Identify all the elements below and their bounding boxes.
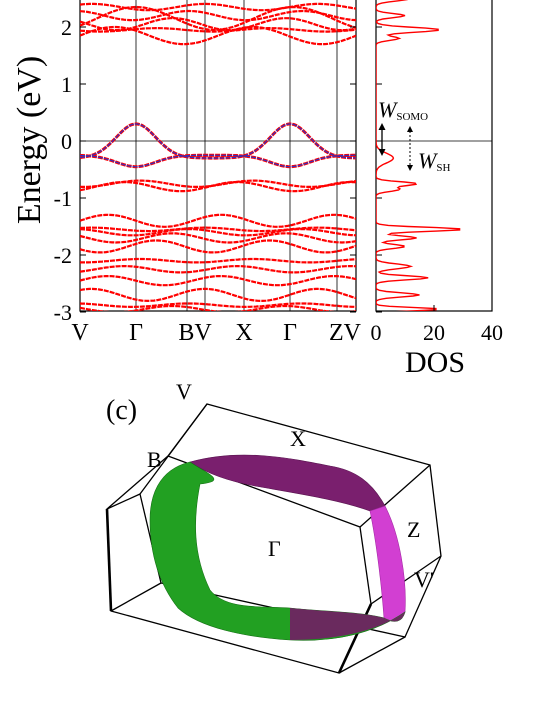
band-line — [80, 275, 356, 287]
band-line — [80, 239, 356, 254]
band-line — [80, 154, 356, 168]
band-line — [80, 180, 356, 193]
k-point-label: Γ — [283, 320, 297, 346]
band-line — [80, 304, 356, 311]
band-line — [80, 265, 356, 274]
k-point-label: BV — [178, 320, 212, 346]
k-point-label: X — [235, 320, 252, 346]
energy-tick-label: 0 — [61, 129, 72, 154]
band-lines — [80, 2, 356, 311]
band-line — [80, 257, 356, 264]
label-z: Z — [407, 517, 420, 542]
fermi-surface-panel: (c) V X B Γ Z — [105, 379, 442, 674]
fermi-surface-ring — [149, 454, 406, 641]
energy-tick-label: -2 — [54, 243, 72, 268]
dos-axis-ticks: 0 20 40 — [371, 305, 503, 345]
k-point-label: ZV — [329, 320, 362, 346]
fermi-surface-dark-bottom — [290, 608, 405, 640]
band-line — [80, 5, 356, 31]
w-sh-arrow — [407, 126, 413, 171]
energy-axis-label: Energy (eV) — [11, 56, 48, 224]
panel-label-c: (c) — [106, 395, 137, 426]
k-point-labels: V Γ BV X Γ ZV — [71, 320, 361, 346]
label-b: B — [147, 447, 162, 472]
dos-axis-label: DOS — [405, 346, 465, 379]
fermi-surface-purple-top — [189, 454, 386, 512]
band-line — [80, 302, 356, 308]
energy-tick-label: 1 — [61, 72, 72, 97]
dos-tick-label: 40 — [481, 320, 503, 345]
dos-tick-label: 20 — [423, 320, 445, 345]
label-gamma: Γ — [268, 536, 281, 561]
band-line — [80, 25, 356, 46]
band-structure-panel: 2 1 0 -1 -2 -3 Energy (eV) V Γ BV X Γ ZV — [11, 0, 382, 346]
energy-tick-label: -1 — [54, 186, 72, 211]
k-point-label: V — [71, 320, 89, 346]
w-somo-arrow — [378, 123, 386, 156]
band-line — [80, 226, 356, 233]
band-line — [80, 123, 356, 159]
dos-curve — [376, 0, 461, 311]
w-somo-label: WSOMO — [378, 97, 428, 123]
band-line — [80, 9, 356, 22]
label-x: X — [290, 426, 306, 451]
k-point-label: Γ — [129, 320, 143, 346]
band-line — [80, 228, 356, 237]
dos-panel: WSOMO WSH 0 20 40 DOS — [371, 0, 503, 379]
band-line — [80, 232, 356, 244]
fermi-surface-magenta-right — [369, 505, 406, 622]
band-line — [80, 287, 356, 303]
label-v-prime: V' — [414, 567, 434, 592]
band-line — [80, 213, 356, 228]
energy-axis-tick-labels: 2 1 0 -1 -2 -3 — [54, 15, 72, 325]
dos-tick-label: 0 — [371, 320, 382, 345]
label-v-top: V — [176, 379, 192, 404]
band-line — [80, 27, 356, 33]
energy-tick-label: 2 — [61, 15, 72, 40]
energy-tick-label: -3 — [54, 300, 72, 325]
w-sh-label: WSH — [418, 148, 450, 174]
energy-axis-ticks — [80, 26, 382, 313]
